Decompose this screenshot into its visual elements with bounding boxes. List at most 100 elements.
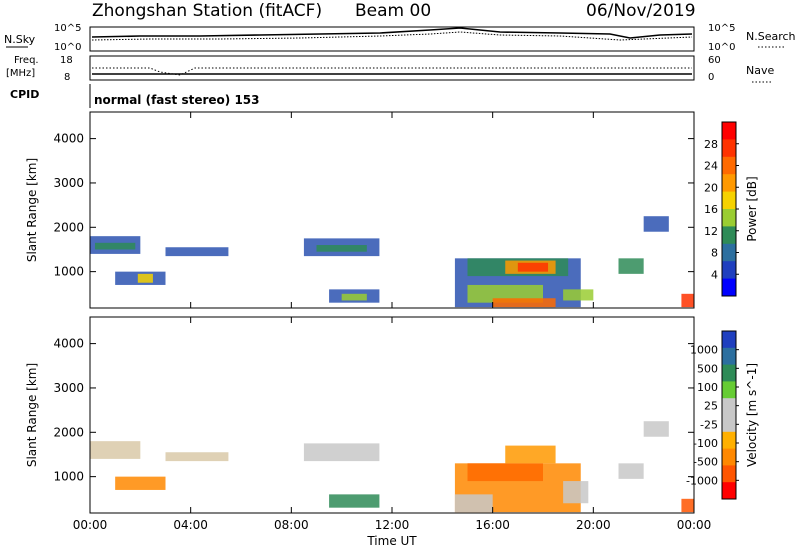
time-tick-label: 00:00 xyxy=(73,518,108,532)
power-ytick-label: 3000 xyxy=(53,176,84,190)
freq-left-tick-bottom: 8 xyxy=(64,72,70,83)
power-echo-region xyxy=(165,247,229,257)
velocity-echo-region xyxy=(303,443,380,462)
velocity-colorbar-segment xyxy=(722,482,736,500)
power-colorbar-segment xyxy=(722,139,736,158)
power-echo-region xyxy=(492,298,556,308)
velocity-echo-region xyxy=(329,494,380,508)
time-tick-label: 08:00 xyxy=(274,518,309,532)
power-colorbar-segment xyxy=(722,226,736,245)
velocity-ytick-label: 3000 xyxy=(53,381,84,395)
velocity-ytick-label: 1000 xyxy=(53,470,84,484)
velocity-colorbar-segment xyxy=(722,465,736,483)
power-colorbar-segment xyxy=(722,243,736,262)
noise-panel-frame xyxy=(89,26,695,52)
velocity-colorbar-tick-label: -500 xyxy=(693,456,718,469)
velocity-echo-region xyxy=(90,441,141,459)
power-colorbar-segment xyxy=(722,278,736,297)
velocity-echo-region xyxy=(454,494,493,513)
power-echo-region xyxy=(643,216,669,232)
velocity-colorbar-segment xyxy=(722,364,736,382)
velocity-colorbar-segment xyxy=(722,415,736,433)
noise-left-tick-top: 10^5 xyxy=(54,23,81,34)
velocity-colorbar-segment xyxy=(722,448,736,466)
cpid-label: CPID xyxy=(10,88,39,101)
power-ytick-label: 4000 xyxy=(53,132,84,146)
velocity-colorbar-segment xyxy=(722,431,736,450)
power-echo-region xyxy=(618,258,644,274)
power-colorbar-tick-label: 28 xyxy=(704,138,718,151)
power-ylabel: Slant Range [km] xyxy=(25,158,39,262)
velocity-colorbar-segment xyxy=(722,398,736,416)
velocity-colorbar-frame xyxy=(721,330,737,500)
power-echo-region xyxy=(137,273,153,283)
power-echo-region xyxy=(341,293,367,301)
power-colorbar-segment xyxy=(722,191,736,210)
velocity-frame xyxy=(89,316,695,514)
velocity-panel: 1000 2000 3000 4000 00:00 04:00 08:00 12:00 16:0… xyxy=(25,316,759,548)
power-ytick-label: 2000 xyxy=(53,220,84,234)
velocity-colorbar-segment xyxy=(722,347,736,366)
mode-text: normal (fast stereo) 153 xyxy=(94,93,260,107)
velocity-colorbar-tick-label: -100 xyxy=(693,437,718,450)
velocity-colorbar-segment xyxy=(722,381,736,399)
power-colorbar-tick-label: 16 xyxy=(704,203,718,216)
velocity-ylabel: Slant Range [km] xyxy=(25,363,39,467)
power-colorbar-tick-label: 8 xyxy=(711,247,718,260)
power-colorbar-label: Power [dB] xyxy=(745,176,759,241)
freq-label: Freq. xyxy=(14,55,39,66)
power-panel: 1000 2000 3000 4000 Slant Range [km] 28 24 20 16… xyxy=(25,111,759,309)
velocity-echo-region xyxy=(115,476,166,490)
velocity-echo-region xyxy=(467,463,543,482)
velocity-echo-region xyxy=(618,463,644,479)
velocity-echo-region xyxy=(681,498,694,513)
velocity-echo-region xyxy=(505,445,556,464)
noise-search-label: N.Search xyxy=(746,30,796,43)
station-title: Zhongshan Station (fitACF) xyxy=(92,1,322,21)
nave-label: Nave xyxy=(746,64,774,77)
time-tick-label: 04:00 xyxy=(173,518,208,532)
power-echo-region xyxy=(681,293,694,308)
velocity-colorbar-tick-label: 500 xyxy=(697,362,718,375)
power-colorbar-segment xyxy=(722,209,736,227)
nave-right-tick-bottom: 0 xyxy=(708,72,714,83)
noise-right-tick-top: 10^5 xyxy=(708,23,735,34)
freq-panel-frame xyxy=(89,55,695,81)
power-colorbar-segment xyxy=(722,174,736,193)
velocity-ytick-label: 4000 xyxy=(53,337,84,351)
noise-sky-trace xyxy=(91,27,693,39)
velocity-ytick-label: 2000 xyxy=(53,425,84,439)
power-colorbar-segment xyxy=(722,261,736,280)
noise-left-tick-bottom: 10^0 xyxy=(54,42,81,53)
freq-left-tick-top: 18 xyxy=(60,55,73,66)
power-ytick-label: 1000 xyxy=(53,265,84,279)
velocity-colorbar-segment xyxy=(722,331,736,349)
freq-unit-label: [MHz] xyxy=(6,68,35,79)
power-echo-region xyxy=(563,289,594,301)
time-tick-label: 16:00 xyxy=(475,518,510,532)
time-tick-label: 12:00 xyxy=(375,518,410,532)
velocity-echo-region xyxy=(165,452,229,462)
time-axis-label: Time UT xyxy=(366,534,417,548)
beam-label: Beam 00 xyxy=(355,1,431,21)
power-echo-region xyxy=(517,262,549,272)
velocity-colorbar-tick-label: 25 xyxy=(704,400,718,413)
velocity-colorbar-tick-label: 100 xyxy=(697,381,718,394)
power-colorbar-tick-label: 24 xyxy=(704,160,718,173)
power-echo-region xyxy=(467,284,543,303)
power-colorbar-tick-label: 12 xyxy=(704,225,718,238)
nave-right-tick-top: 60 xyxy=(708,55,721,66)
power-echo-region xyxy=(316,245,367,252)
power-colorbar-tick-label: 20 xyxy=(704,181,718,194)
noise-sky-label: N.Sky xyxy=(4,33,36,46)
velocity-colorbar-tick-label: -25 xyxy=(700,418,718,431)
power-colorbar-tick-label: 4 xyxy=(711,268,718,281)
power-colorbar-segment xyxy=(722,156,736,175)
velocity-colorbar-label: Velocity [m s^-1] xyxy=(745,363,759,467)
noise-right-tick-bottom: 10^0 xyxy=(708,42,735,53)
velocity-echo-region xyxy=(643,421,669,437)
power-echo-region xyxy=(95,242,136,250)
time-tick-label: 00:00 xyxy=(677,518,712,532)
power-frame xyxy=(89,111,695,309)
